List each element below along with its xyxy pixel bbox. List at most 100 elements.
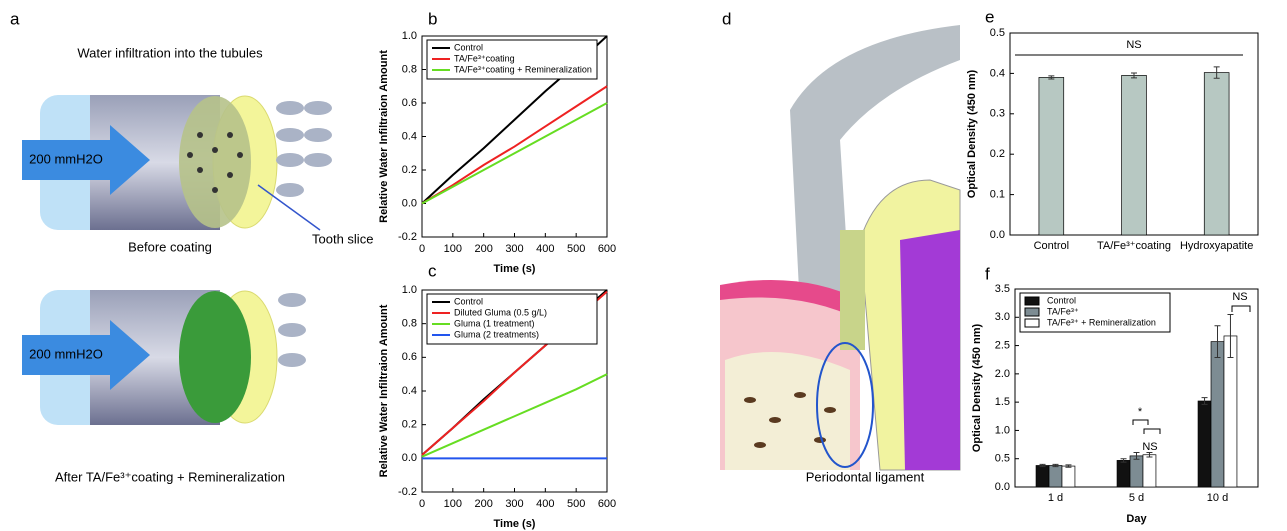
pressure-label: 200 mmH2O	[29, 151, 103, 166]
error-bar	[1131, 72, 1137, 79]
legend-swatch	[1024, 318, 1040, 328]
label: Periodontal ligament	[806, 469, 925, 484]
error-bar	[1214, 325, 1221, 358]
y-tick-label: 0.2	[402, 419, 417, 431]
line-series	[421, 373, 608, 458]
title: Water infiltration into the tubules	[77, 45, 263, 60]
panel-label: d	[722, 9, 731, 28]
annotation: NS	[1142, 441, 1157, 453]
line-series	[421, 102, 608, 205]
x-tick-label: 0	[419, 498, 425, 510]
x-tick-label: Control	[1034, 240, 1069, 252]
y-tick-label: 0.0	[402, 197, 417, 209]
x-tick-label: 500	[567, 243, 585, 255]
y-tick-label: 0.4	[990, 67, 1005, 79]
legend-label: Gluma (2 treatments)	[454, 329, 539, 339]
legend-label: Control	[1047, 295, 1076, 305]
y-tick-label: 1.5	[995, 396, 1010, 408]
x-tick-label: 600	[598, 243, 616, 255]
y-tick-label: 0.1	[990, 189, 1005, 201]
y-tick-label: 0.5	[990, 27, 1005, 39]
x-tick-label: TA/Fe³⁺coating	[1097, 240, 1171, 252]
y-tick-label: 0.4	[402, 385, 417, 397]
error-bar	[1201, 397, 1208, 405]
y-tick-label: 0.6	[402, 97, 417, 109]
error-bar	[1048, 75, 1055, 80]
annotation: NS	[1232, 291, 1247, 303]
x-tick-label: 200	[474, 243, 492, 255]
error-bar	[1146, 451, 1153, 458]
significance-bracket	[1231, 305, 1251, 312]
x-tick-label: 400	[536, 498, 554, 510]
y-axis-label: Relative Water Infiltraion Amount	[378, 304, 390, 477]
caption: Before coating	[128, 239, 212, 254]
legend-frame	[426, 293, 598, 345]
panel-label: c	[428, 261, 437, 280]
panel-label: a	[10, 9, 20, 28]
bar	[1129, 455, 1144, 488]
bar	[1121, 75, 1147, 236]
legend-label: TA/Fe³⁺	[1047, 306, 1079, 316]
bar	[1116, 460, 1131, 488]
bar	[1048, 465, 1063, 488]
x-tick-label: 1 d	[1048, 492, 1063, 504]
panel-label: e	[985, 7, 994, 26]
x-tick-label: 600	[598, 498, 616, 510]
bar	[1223, 335, 1238, 488]
y-tick-label: 1.0	[402, 284, 417, 296]
legend-label: Diluted Gluma (0.5 g/L)	[454, 307, 547, 317]
legend-label: TA/Fe³⁺coating + Remineralization	[454, 64, 592, 74]
legend-label: Control	[454, 296, 483, 306]
error-bar	[1227, 313, 1234, 358]
illustration-d: Periodontal ligament	[720, 25, 961, 484]
legend-frame	[1019, 292, 1171, 333]
y-tick-label: 0.0	[995, 481, 1010, 493]
y-tick-label: 1.0	[995, 424, 1010, 436]
x-tick-label: 200	[474, 498, 492, 510]
error-bar	[1120, 458, 1127, 463]
annotation: *	[1138, 406, 1143, 418]
callout: Tooth slice	[312, 231, 373, 246]
bar	[1197, 400, 1212, 488]
bar	[1038, 77, 1065, 236]
x-tick-label: 5 d	[1129, 492, 1144, 504]
x-tick-label: 0	[419, 243, 425, 255]
pressure-label: 200 mmH2O	[29, 346, 103, 361]
annotation: NS	[1126, 39, 1141, 51]
legend-label: TA/Fe³⁺ + Remineralization	[1047, 317, 1156, 327]
y-tick-label: 0.8	[402, 63, 417, 75]
caption: After TA/Fe³⁺coating + Remineralization	[55, 469, 285, 484]
y-tick-label: 3.0	[995, 311, 1010, 323]
error-bar	[1213, 66, 1220, 79]
y-tick-label: -0.2	[398, 231, 417, 243]
error-bar	[1065, 464, 1072, 468]
legend-label: Gluma (1 treatment)	[454, 318, 535, 328]
x-tick-label: 400	[536, 243, 554, 255]
y-tick-label: 0.0	[402, 452, 417, 464]
error-bar	[1052, 463, 1059, 468]
y-axis-label: Optical Density (450 nm)	[966, 69, 978, 198]
legend-label: Control	[454, 42, 483, 52]
bar	[1203, 72, 1230, 236]
x-axis-label: Day	[1126, 513, 1147, 525]
significance-bracket	[1132, 419, 1161, 434]
legend-swatch	[1024, 296, 1040, 306]
legend-label: TA/Fe³⁺coating	[454, 53, 515, 63]
x-tick-label: 100	[444, 243, 462, 255]
y-tick-label: 2.0	[995, 368, 1010, 380]
y-tick-label: 0.5	[995, 453, 1010, 465]
line-series	[421, 85, 608, 205]
x-tick-label: 500	[567, 498, 585, 510]
x-axis-label: Time (s)	[494, 518, 536, 530]
y-tick-label: 0.0	[990, 229, 1005, 241]
bar	[1210, 341, 1225, 488]
bar	[1035, 465, 1050, 488]
y-tick-label: 0.6	[402, 351, 417, 363]
y-tick-label: 1.0	[402, 30, 417, 42]
x-tick-label: 100	[444, 498, 462, 510]
y-tick-label: 2.5	[995, 339, 1010, 351]
x-tick-label: 300	[505, 243, 523, 255]
